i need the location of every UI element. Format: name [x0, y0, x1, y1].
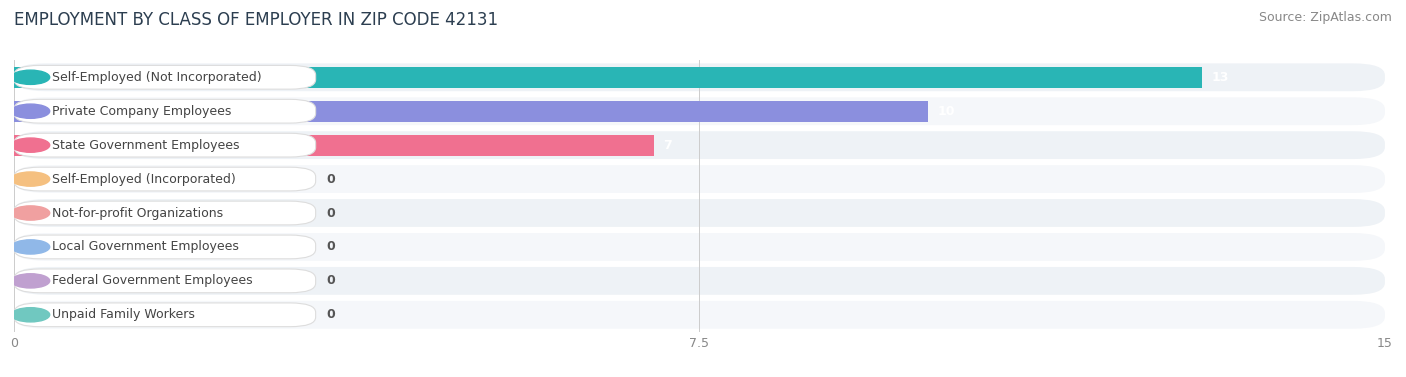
Text: 0: 0 [326, 173, 336, 185]
Text: Federal Government Employees: Federal Government Employees [52, 274, 253, 287]
Circle shape [11, 138, 49, 152]
Circle shape [11, 172, 49, 186]
FancyBboxPatch shape [14, 133, 316, 157]
Bar [14, 135, 654, 156]
FancyBboxPatch shape [14, 303, 316, 326]
Text: 0: 0 [326, 207, 336, 219]
FancyBboxPatch shape [14, 131, 1385, 159]
Circle shape [11, 70, 49, 84]
Text: Unpaid Family Workers: Unpaid Family Workers [52, 308, 195, 321]
FancyBboxPatch shape [14, 267, 1385, 295]
Text: 0: 0 [326, 308, 336, 321]
Circle shape [11, 206, 49, 220]
Text: 13: 13 [1212, 71, 1229, 84]
Text: Source: ZipAtlas.com: Source: ZipAtlas.com [1258, 11, 1392, 24]
FancyBboxPatch shape [14, 99, 316, 123]
Circle shape [11, 308, 49, 322]
FancyBboxPatch shape [14, 235, 316, 259]
Circle shape [11, 104, 49, 118]
Text: 7: 7 [664, 139, 672, 152]
Text: 10: 10 [938, 105, 955, 118]
FancyBboxPatch shape [14, 97, 1385, 125]
Text: Local Government Employees: Local Government Employees [52, 241, 239, 253]
Text: Private Company Employees: Private Company Employees [52, 105, 232, 118]
FancyBboxPatch shape [14, 269, 316, 293]
Text: 0: 0 [326, 274, 336, 287]
Text: State Government Employees: State Government Employees [52, 139, 240, 152]
FancyBboxPatch shape [14, 199, 1385, 227]
FancyBboxPatch shape [14, 167, 316, 191]
FancyBboxPatch shape [14, 66, 316, 89]
Text: Not-for-profit Organizations: Not-for-profit Organizations [52, 207, 224, 219]
Text: 0: 0 [326, 241, 336, 253]
FancyBboxPatch shape [14, 233, 1385, 261]
Text: Self-Employed (Not Incorporated): Self-Employed (Not Incorporated) [52, 71, 262, 84]
Circle shape [11, 240, 49, 254]
Text: Self-Employed (Incorporated): Self-Employed (Incorporated) [52, 173, 236, 185]
FancyBboxPatch shape [14, 201, 316, 225]
Circle shape [11, 274, 49, 288]
Bar [14, 67, 1202, 88]
FancyBboxPatch shape [14, 165, 1385, 193]
FancyBboxPatch shape [14, 63, 1385, 91]
FancyBboxPatch shape [14, 301, 1385, 329]
Bar [14, 101, 928, 122]
Text: EMPLOYMENT BY CLASS OF EMPLOYER IN ZIP CODE 42131: EMPLOYMENT BY CLASS OF EMPLOYER IN ZIP C… [14, 11, 498, 29]
